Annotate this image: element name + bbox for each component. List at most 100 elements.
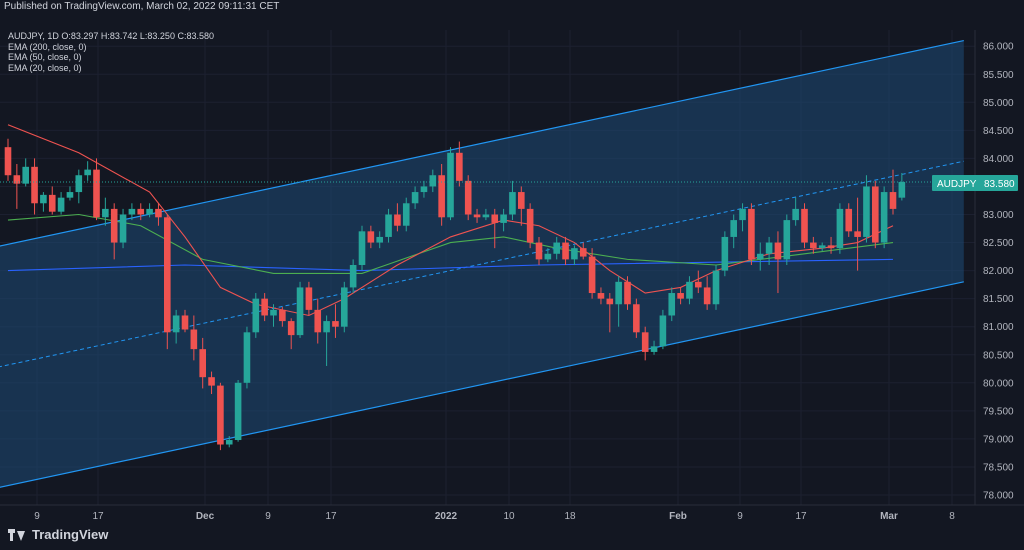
candle-body	[332, 321, 339, 327]
x-tick-label: Mar	[880, 511, 898, 522]
x-tick-label: 9	[737, 511, 743, 522]
candle-body	[854, 231, 861, 237]
candle-body	[801, 208, 808, 243]
candle-body	[84, 169, 91, 176]
candle-body	[553, 242, 560, 254]
candle-body	[13, 175, 21, 184]
y-tick-label: 78.500	[983, 462, 1014, 473]
y-tick-label: 84.500	[983, 126, 1014, 137]
y-tick-label: 78.000	[983, 491, 1014, 502]
candle-body	[438, 175, 445, 218]
y-tick-label: 82.500	[983, 238, 1014, 249]
y-tick-label: 84.000	[983, 154, 1014, 165]
candle-body	[279, 309, 286, 322]
candle-body	[314, 309, 322, 333]
candle-body	[323, 321, 330, 333]
candle-body	[579, 248, 587, 257]
candle-body	[164, 217, 171, 333]
candle-body	[66, 192, 74, 198]
candle-body	[526, 208, 534, 243]
candles	[4, 138, 906, 451]
candle-body	[4, 147, 12, 176]
candle-body	[429, 175, 437, 187]
candle-body	[208, 377, 215, 386]
candle-body	[270, 309, 277, 316]
candle-body	[110, 208, 118, 243]
candle-body	[898, 181, 906, 198]
candle-body	[739, 208, 746, 221]
x-tick-label: 17	[325, 511, 337, 522]
candle-body	[137, 208, 145, 215]
x-tick-label: Feb	[669, 511, 687, 522]
legend-ema20[interactable]: EMA (20, close, 0)	[8, 62, 82, 73]
brand-label: TradingView	[32, 527, 109, 542]
candle-body	[695, 281, 702, 288]
candle-body	[155, 208, 162, 218]
channel-fill	[0, 40, 964, 488]
y-tick-label: 79.500	[983, 406, 1014, 417]
candle-body	[225, 440, 233, 445]
candle-body	[57, 197, 65, 212]
candle-body	[394, 214, 401, 226]
candle-body	[712, 270, 720, 305]
candle-body	[234, 382, 242, 441]
candle-body	[102, 208, 109, 218]
y-tick-label: 80.000	[983, 378, 1014, 389]
x-tick-label: 18	[564, 511, 576, 522]
candle-body	[615, 281, 622, 305]
candle-body	[146, 208, 153, 215]
x-tick-label: 17	[92, 511, 104, 522]
candle-body	[748, 208, 755, 260]
candle-body	[624, 281, 631, 305]
x-tick-label: 17	[795, 511, 807, 522]
candle-body	[509, 192, 516, 215]
candle-body	[93, 169, 100, 218]
candle-body	[889, 192, 897, 209]
candle-body	[783, 220, 791, 260]
candle-body	[252, 298, 260, 333]
price-tag-value: 83.580	[984, 179, 1015, 190]
candle-body	[48, 194, 56, 212]
y-tick-label: 79.000	[983, 434, 1014, 445]
x-tick-label: Dec	[196, 511, 215, 522]
candle-body	[518, 192, 525, 209]
candle-body	[863, 186, 870, 237]
candle-body	[199, 349, 206, 378]
candle-body	[190, 329, 198, 350]
published-caption: Published on TradingView.com, March 02, …	[4, 1, 280, 12]
channel-lower-line	[0, 281, 964, 488]
candle-body	[535, 242, 543, 260]
candle-body	[376, 236, 383, 243]
x-tick-label: 8	[949, 511, 955, 522]
y-tick-label: 82.000	[983, 266, 1014, 277]
candle-body	[836, 208, 844, 249]
y-tick-label: 80.500	[983, 350, 1014, 361]
x-tick-label: 9	[34, 511, 40, 522]
candle-body	[243, 332, 251, 383]
channel-upper-line	[0, 40, 964, 247]
candle-body	[872, 186, 879, 243]
candle-body	[810, 242, 817, 249]
candle-body	[75, 175, 83, 193]
y-tick-label: 86.000	[983, 42, 1014, 53]
y-tick-label: 81.500	[983, 294, 1014, 305]
y-tick-label: 85.500	[983, 70, 1014, 81]
symbol-info[interactable]: AUDJPY, 1D O:83.297 H:83.742 L:83.250 C:…	[8, 31, 214, 41]
candle-body	[341, 287, 348, 327]
candle-body	[818, 245, 826, 249]
candle-body	[765, 242, 773, 254]
candle-body	[402, 203, 410, 226]
candle-body	[544, 253, 552, 260]
legend-ema200[interactable]: EMA (200, close, 0)	[8, 41, 87, 52]
legend-ema50[interactable]: EMA (50, close, 0)	[8, 52, 82, 62]
tradingview-brand[interactable]: TradingView	[8, 527, 108, 542]
candle-body	[845, 208, 853, 232]
candle-body	[305, 287, 313, 310]
candle-body	[686, 281, 693, 299]
candle-body	[464, 180, 472, 215]
candle-body	[730, 220, 737, 237]
candle-body	[447, 152, 454, 218]
candle-body	[40, 194, 47, 204]
candle-body	[792, 208, 799, 221]
